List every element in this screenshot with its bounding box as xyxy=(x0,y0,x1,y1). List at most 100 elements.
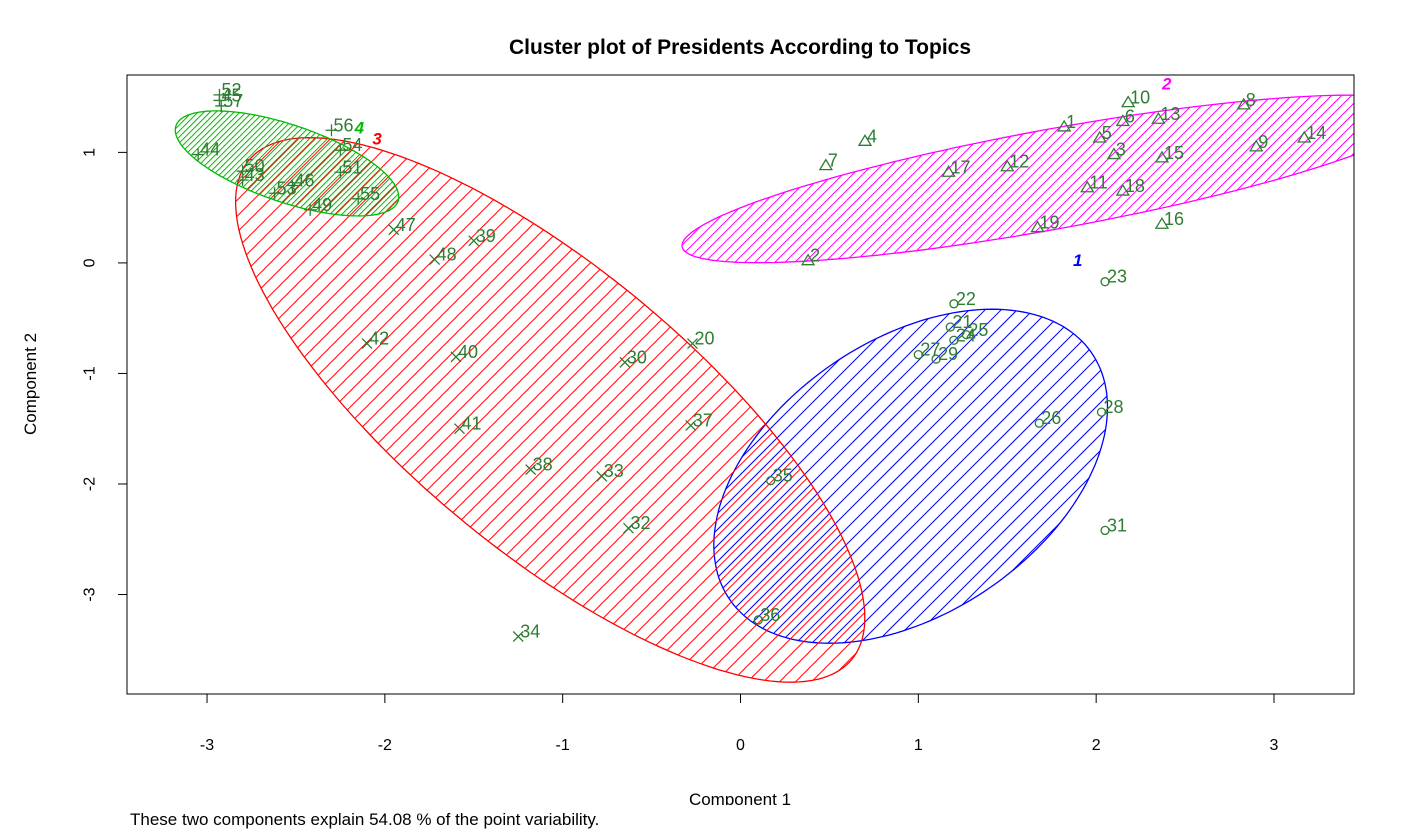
point-label: 48 xyxy=(437,245,457,265)
point-label: 37 xyxy=(693,410,713,430)
point-27: 27 xyxy=(914,340,940,360)
point-10: 10 xyxy=(1122,88,1150,108)
point-label: 22 xyxy=(956,289,976,309)
point-4: 4 xyxy=(859,126,877,146)
y-tick-label: 0 xyxy=(82,258,99,267)
y-tick-label: -3 xyxy=(82,587,99,601)
point-5: 5 xyxy=(1094,123,1112,143)
point-label: 35 xyxy=(773,466,793,486)
point-label: 5 xyxy=(1102,123,1112,143)
y-axis-label: Component 2 xyxy=(21,333,40,435)
point-label: 9 xyxy=(1258,132,1268,152)
point-label: 53 xyxy=(277,178,297,198)
point-label: 29 xyxy=(938,344,958,364)
point-label: 51 xyxy=(342,157,362,177)
point-36: 36 xyxy=(754,605,780,625)
point-label: 4 xyxy=(867,126,877,146)
point-1: 1 xyxy=(1058,112,1076,132)
point-label: 15 xyxy=(1164,143,1184,163)
point-label: 40 xyxy=(458,342,478,362)
x-tick-label: -1 xyxy=(556,737,570,754)
point-26: 26 xyxy=(1035,408,1061,428)
point-label: 16 xyxy=(1164,209,1184,229)
point-14: 14 xyxy=(1298,123,1326,143)
point-label: 28 xyxy=(1103,397,1123,417)
point-label: 56 xyxy=(334,115,354,135)
chart-title: Cluster plot of Presidents According to … xyxy=(509,36,971,59)
point-label: 7 xyxy=(828,151,838,171)
point-48: 48 xyxy=(430,245,457,265)
point-33: 33 xyxy=(597,461,624,481)
point-label: 6 xyxy=(1125,106,1135,126)
point-label: 34 xyxy=(520,622,540,642)
variability-footnote: These two components explain 54.08 % of … xyxy=(130,810,599,830)
point-label: 14 xyxy=(1306,123,1326,143)
point-label: 36 xyxy=(760,605,780,625)
cluster-label-1: 1 xyxy=(1073,251,1082,270)
x-tick-label: 3 xyxy=(1270,737,1279,754)
point-label: 50 xyxy=(245,156,265,176)
point-label: 25 xyxy=(968,320,988,340)
point-label: 13 xyxy=(1160,104,1180,124)
cluster-hatching-1 xyxy=(380,309,1415,643)
y-tick-label: -1 xyxy=(82,366,99,380)
cluster-label-4: 4 xyxy=(354,119,365,138)
point-label: 57 xyxy=(223,91,243,111)
point-label: 17 xyxy=(951,157,971,177)
point-label: 38 xyxy=(533,455,553,475)
point-label: 1 xyxy=(1066,112,1076,132)
point-label: 54 xyxy=(342,135,362,155)
point-23: 23 xyxy=(1101,267,1127,287)
point-label: 26 xyxy=(1041,408,1061,428)
point-31: 31 xyxy=(1101,515,1127,535)
x-tick-label: 0 xyxy=(736,737,745,754)
point-label: 3 xyxy=(1116,140,1126,160)
y-tick-label: -2 xyxy=(82,477,99,491)
point-label: 31 xyxy=(1107,515,1127,535)
point-34: 34 xyxy=(513,622,540,642)
point-label: 19 xyxy=(1039,213,1059,233)
point-label: 8 xyxy=(1246,90,1256,110)
x-tick-label: 2 xyxy=(1092,737,1101,754)
point-label: 46 xyxy=(294,171,314,191)
point-label: 39 xyxy=(476,226,496,246)
point-label: 49 xyxy=(312,195,332,215)
cluster-plot: Cluster plot of Presidents According to … xyxy=(0,0,1415,805)
x-axis-label: Component 1 xyxy=(689,790,791,805)
point-41: 41 xyxy=(455,414,482,434)
point-label: 11 xyxy=(1089,173,1108,193)
cluster-ellipses xyxy=(0,95,1415,682)
point-label: 33 xyxy=(604,461,624,481)
point-38: 38 xyxy=(526,455,553,475)
point-6: 6 xyxy=(1117,106,1135,126)
point-label: 32 xyxy=(630,513,650,533)
point-label: 2 xyxy=(810,246,820,266)
cluster-label-2: 2 xyxy=(1161,74,1172,93)
point-label: 12 xyxy=(1009,152,1029,172)
point-label: 30 xyxy=(627,347,647,367)
x-tick-label: -2 xyxy=(378,737,392,754)
point-16: 16 xyxy=(1156,209,1184,229)
point-label: 23 xyxy=(1107,267,1127,287)
point-47: 47 xyxy=(389,215,416,235)
y-tick-label: 1 xyxy=(82,148,99,157)
point-37: 37 xyxy=(686,410,713,430)
point-label: 55 xyxy=(360,184,380,204)
point-label: 41 xyxy=(462,414,482,434)
point-56: 56 xyxy=(326,115,354,136)
point-19: 19 xyxy=(1031,213,1059,233)
y-axis: -3 -2 -1 0 1 xyxy=(82,148,128,602)
point-22: 22 xyxy=(950,289,976,309)
point-label: 18 xyxy=(1125,176,1145,196)
point-11: 11 xyxy=(1081,173,1108,193)
point-7: 7 xyxy=(820,151,838,171)
point-28: 28 xyxy=(1097,397,1123,417)
x-tick-label: 1 xyxy=(914,737,923,754)
point-label: 20 xyxy=(694,329,714,349)
cluster-label-3: 3 xyxy=(372,130,382,149)
point-label: 44 xyxy=(200,140,220,160)
point-2: 2 xyxy=(802,246,820,266)
x-axis: -3 -2 -1 0 1 2 3 xyxy=(200,694,1279,754)
x-tick-label: -3 xyxy=(200,737,214,754)
